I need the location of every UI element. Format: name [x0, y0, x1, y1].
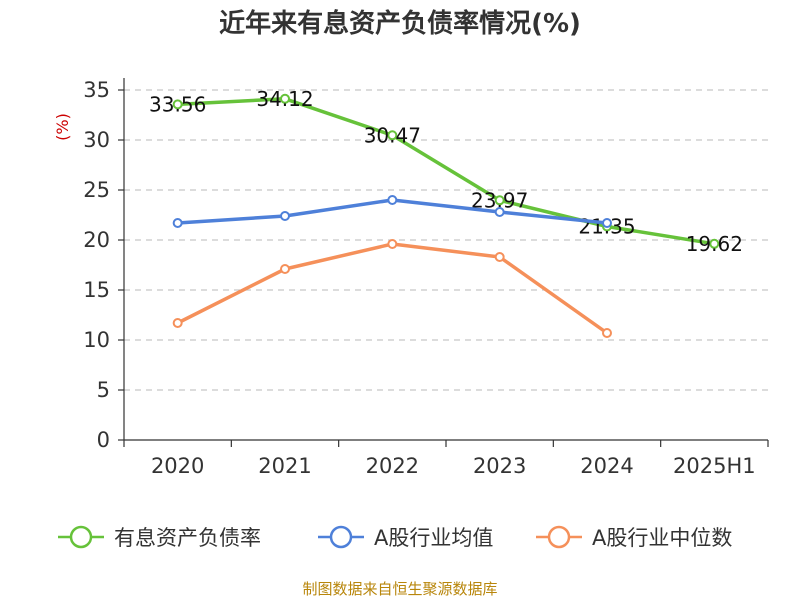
data-label: 19.62 [686, 232, 743, 256]
data-point[interactable] [172, 318, 183, 328]
legend-label: 有息资产负债率 [114, 526, 261, 550]
legend[interactable]: 有息资产负债率 A股行业均值 A股行业中位数 [58, 525, 732, 550]
chart-title: 近年来有息资产负债率情况(%) [219, 8, 581, 39]
y-tick-label: 15 [83, 278, 110, 302]
legend-label: A股行业均值 [374, 526, 493, 550]
axes: 0 5 10 15 20 25 30 35 2020 2021 2022 2023 2024 2025H1 [83, 78, 769, 478]
series-1 [172, 195, 612, 228]
y-tick-label: 30 [83, 128, 110, 152]
gridlines [124, 89, 768, 391]
x-tick-label: 2021 [258, 454, 311, 478]
x-tick-label: 2022 [366, 454, 419, 478]
legend-marker [329, 525, 353, 549]
legend-label: A股行业中位数 [592, 526, 732, 550]
data-point[interactable] [602, 328, 612, 338]
data-point[interactable] [387, 239, 398, 249]
data-point[interactable] [387, 130, 398, 141]
source-note: 制图数据来自恒生聚源数据库 [302, 580, 497, 598]
y-tick-label: 5 [97, 378, 110, 402]
data-label: 34.12 [256, 87, 313, 111]
data-point[interactable] [494, 195, 505, 206]
data-point[interactable] [494, 252, 505, 262]
data-point[interactable] [280, 264, 290, 274]
data-point[interactable] [494, 207, 505, 217]
y-axis-label: (%) [53, 113, 72, 141]
legend-item[interactable]: A股行业中位数 [536, 525, 732, 550]
data-label: 33.56 [149, 92, 206, 116]
data-point[interactable] [280, 93, 290, 104]
data-point[interactable] [172, 99, 183, 110]
data-point[interactable] [602, 218, 612, 228]
y-tick-label: 10 [83, 328, 110, 352]
y-tick-label: 0 [97, 428, 110, 452]
x-tick-label: 2023 [473, 454, 526, 478]
legend-item[interactable]: 有息资产负债率 [58, 525, 261, 550]
x-tick-label: 2025H1 [673, 454, 756, 478]
y-tick-label: 25 [83, 178, 110, 202]
x-tick-label: 2024 [580, 454, 633, 478]
y-tick-label: 20 [83, 228, 110, 252]
y-tick-label: 35 [83, 78, 110, 102]
data-label: 30.47 [364, 123, 421, 147]
data-point[interactable] [709, 238, 720, 249]
legend-marker [69, 525, 93, 549]
series-line [175, 97, 717, 246]
legend-marker [547, 525, 571, 549]
data-point[interactable] [172, 218, 183, 228]
legend-item[interactable]: A股行业均值 [318, 525, 493, 550]
x-tick-label: 2020 [151, 454, 204, 478]
data-point[interactable] [387, 195, 398, 205]
data-point[interactable] [280, 211, 290, 221]
series-2 [172, 239, 612, 338]
series-line [175, 242, 609, 335]
